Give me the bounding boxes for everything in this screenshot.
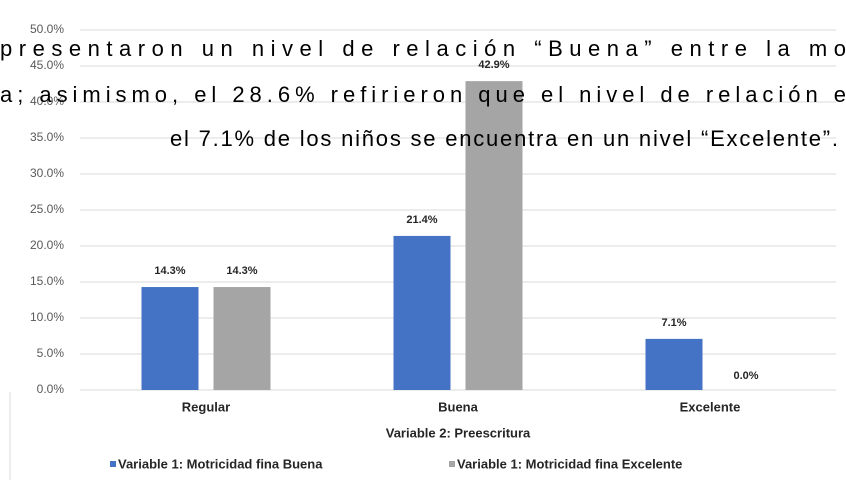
data-label: 0.0% (733, 370, 758, 382)
legend-label: Variable 1: Motricidad fina Buena (118, 456, 323, 471)
data-label: 14.3% (154, 265, 185, 277)
data-label: 14.3% (226, 265, 257, 277)
bar (465, 81, 523, 391)
overlay-text: presentaron un nivel de relación “Buena”… (0, 36, 846, 61)
data-label: 7.1% (661, 317, 686, 329)
y-tick-label: 40.0% (30, 94, 64, 108)
y-tick-label: 5.0% (37, 346, 65, 360)
bar (213, 287, 271, 390)
x-tick-label: Buena (438, 399, 479, 414)
x-tick-label: Regular (182, 399, 230, 414)
x-tick-label: Excelente (680, 399, 741, 414)
y-tick-label: 30.0% (30, 166, 64, 180)
y-tick-label: 20.0% (30, 238, 64, 252)
overlay-text: a; asimismo, el 28.6% refirieron que el … (0, 82, 846, 107)
y-tick-label: 0.0% (37, 382, 65, 396)
legend-label: Variable 1: Motricidad fina Excelente (457, 456, 682, 471)
y-tick-label: 35.0% (30, 130, 64, 144)
y-tick-label: 45.0% (30, 58, 64, 72)
bar (141, 287, 199, 390)
bar (393, 235, 451, 390)
legend-swatch (449, 461, 455, 467)
data-label: 42.9% (478, 59, 509, 71)
y-tick-label: 10.0% (30, 310, 64, 324)
y-tick-label: 15.0% (30, 274, 64, 288)
data-label: 21.4% (406, 214, 437, 226)
bar (645, 338, 703, 390)
overlay-text: el 7.1% de los niños se encuentra en un … (170, 126, 838, 151)
y-tick-label: 50.0% (30, 22, 64, 36)
y-tick-label: 25.0% (30, 202, 64, 216)
x-axis-title: Variable 2: Preescritura (386, 425, 531, 440)
legend-swatch (110, 461, 116, 467)
